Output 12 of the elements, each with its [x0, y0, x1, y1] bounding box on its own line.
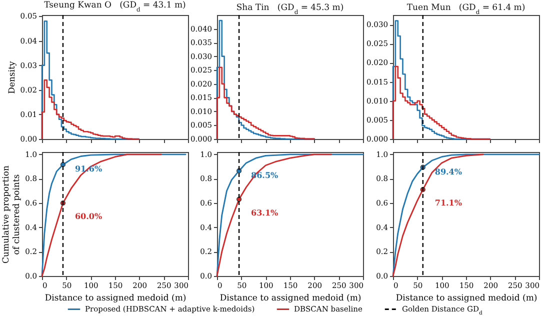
chart-title: Tuen Mun (GD$_{d}$ = 61.4 m) [406, 2, 526, 16]
data-label: 71.1% [434, 198, 462, 208]
y-axis-title: Density [7, 60, 18, 94]
x-axis-title: Distance to assigned medoid (m) [44, 294, 186, 304]
x-axis-title: Distance to assigned medoid (m) [220, 294, 362, 304]
chart-title: Tseung Kwan O (GD$_{d}$ = 43.1 m) [44, 0, 186, 14]
data-label: 63.1% [251, 207, 279, 218]
data-label: 60.0% [74, 211, 102, 222]
chart-title: Sha Tin (GD$_{d}$ = 45.3 m) [236, 2, 344, 16]
y-axis-title: Cumulative proportion of clustered points [2, 165, 22, 264]
data-label: 89.4% [434, 166, 462, 176]
x-axis-title: Distance to assigned medoid (m) [396, 294, 538, 304]
